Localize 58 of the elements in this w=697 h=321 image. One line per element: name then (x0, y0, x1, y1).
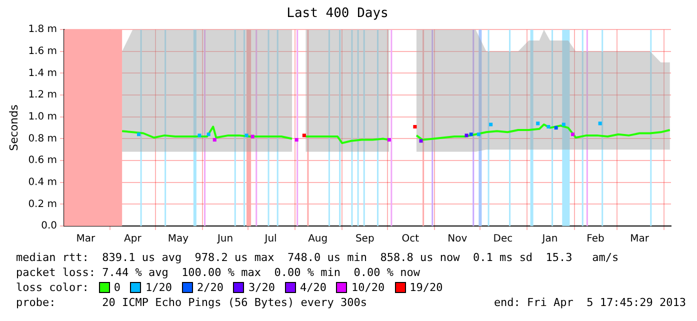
y-tick-label: 1.2 m (28, 90, 58, 101)
x-tick-label: Jan (541, 234, 558, 245)
x-tick-label: Apr (124, 234, 142, 245)
point (489, 122, 493, 126)
x-tick-label: Aug (308, 234, 328, 245)
text: packet loss: 7.44 % avg 100.00 % max 0.00 % min 0.00 % now (16, 265, 421, 280)
point (198, 134, 202, 138)
point (464, 134, 468, 138)
point (536, 122, 540, 126)
point (419, 139, 423, 143)
point (387, 138, 391, 142)
y-tick-label: 1.8 m (28, 24, 58, 36)
legend-label: 19/20 (410, 281, 443, 294)
legend-label: 0 (114, 281, 120, 294)
y-tick-label: 0.4 m (28, 176, 58, 188)
y-tick-label: 1.6 m (28, 46, 58, 58)
point (413, 124, 417, 128)
point (598, 122, 602, 126)
x-tick-label: Feb (586, 234, 604, 245)
x-tick-label: Sep (355, 234, 374, 245)
point (302, 134, 306, 138)
text: end: Fri Apr 5 17:45:29 2013 (494, 295, 686, 310)
x-tick-label: Nov (448, 234, 468, 245)
legend-label: 4/20 (300, 281, 326, 294)
legend-label: 10/20 (351, 281, 385, 294)
y-axis-title: Seconds (7, 104, 20, 151)
point (554, 126, 558, 130)
y-tick-label: 1.4 m (28, 68, 58, 79)
point (570, 132, 575, 136)
point (294, 138, 298, 142)
y-tick-label: 0.8 m (28, 133, 58, 144)
text: median rtt: 839.1 us avg 978.2 us max 748.0 us min 858.8 us now 0.1 ms sd 15.3 am/s (16, 250, 620, 265)
x-tick-label: Mar (76, 234, 96, 245)
y-tick-label: 0.6 m (28, 155, 58, 166)
legend-label: 2/20 (196, 281, 224, 294)
text: probe: 20 ICMP Echo Pings (56 Bytes) every 300s (16, 295, 367, 310)
point (469, 132, 473, 136)
x-tick-label: Mar (630, 234, 650, 245)
x-tick-label: Jul (264, 234, 277, 245)
point (476, 132, 480, 136)
point (137, 132, 141, 136)
point (244, 134, 248, 138)
point (212, 138, 216, 142)
legend-title: loss color: (16, 281, 89, 294)
y-tick-label: 1.0 m (28, 111, 58, 122)
y-tick-label: 0.0 (41, 220, 58, 232)
x-tick-label: Jun (216, 234, 234, 245)
x-tick-label: May (168, 234, 189, 245)
legend-label: 1/20 (145, 281, 172, 294)
point (546, 124, 550, 128)
point (250, 134, 254, 138)
x-tick-label: Oct (402, 234, 420, 245)
chart-title: Last 400 Days (286, 6, 388, 22)
point (562, 122, 566, 126)
legend-label: 3/20 (248, 281, 275, 294)
point (206, 132, 210, 136)
y-tick-label: 0.2 m (28, 198, 58, 210)
x-tick-label: Dec (493, 234, 513, 245)
